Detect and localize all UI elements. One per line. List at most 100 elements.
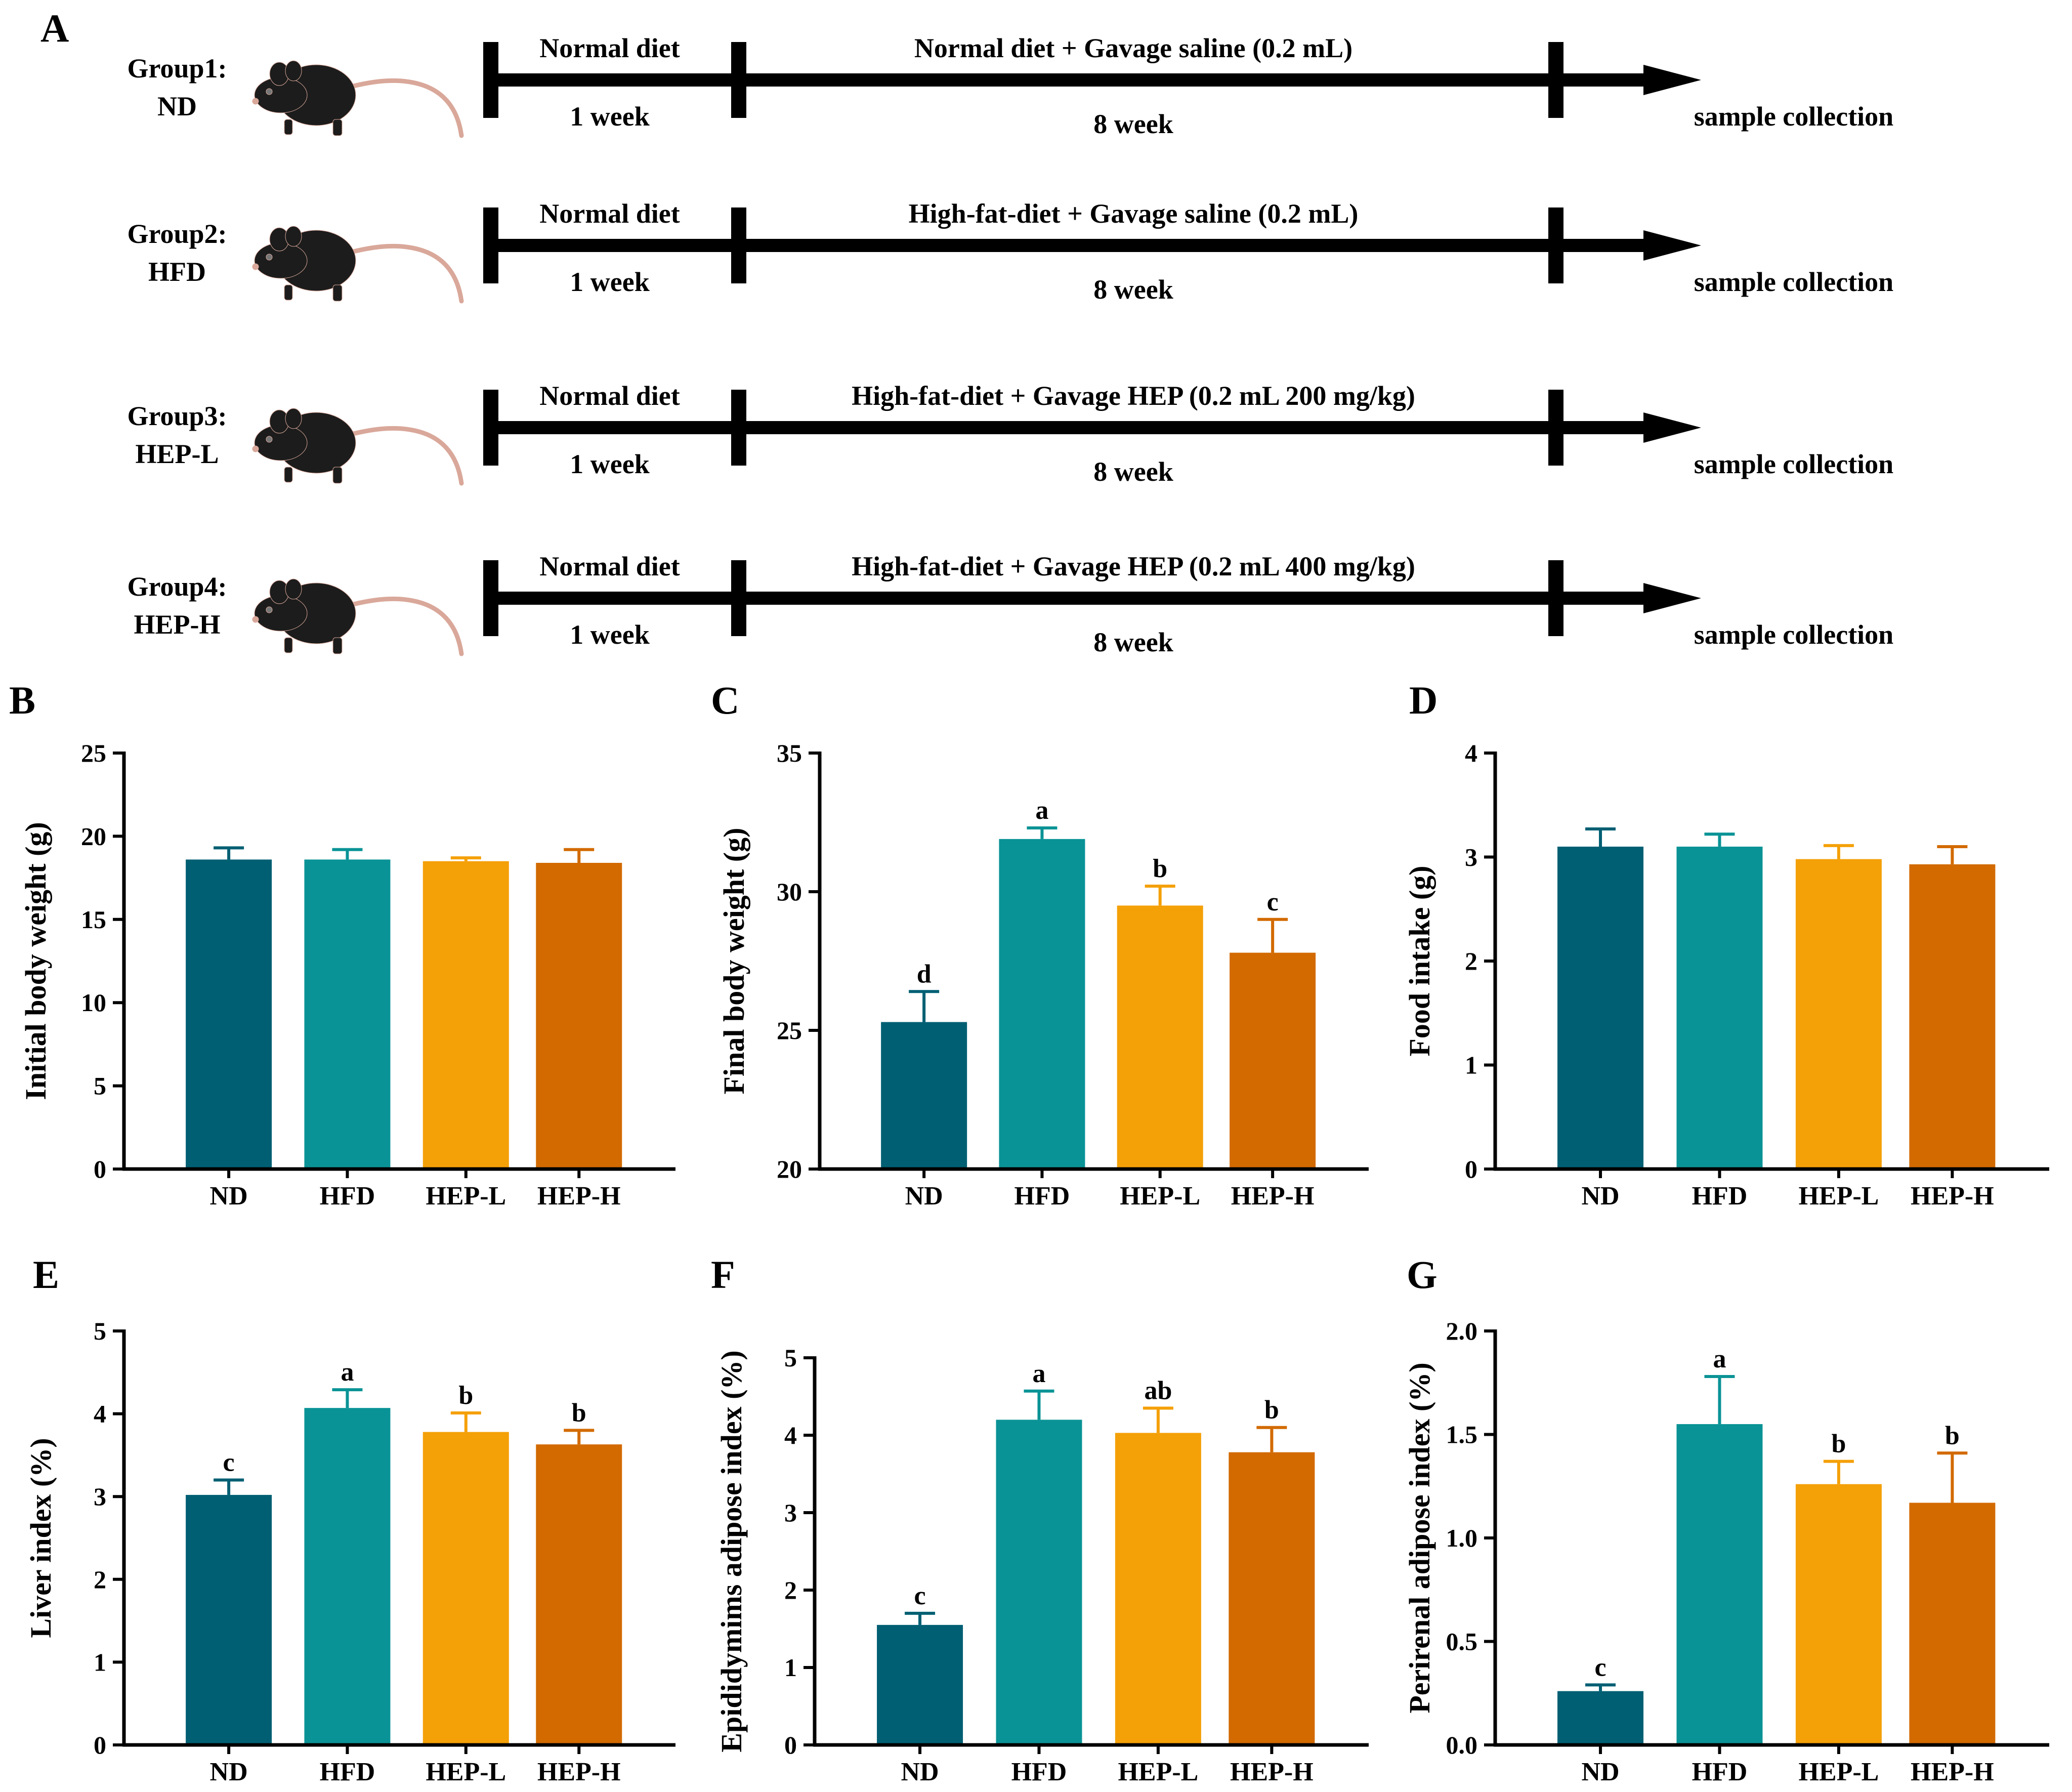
error-bar bbox=[1257, 918, 1288, 953]
phase2-duration: 8 week bbox=[1093, 274, 1173, 305]
y-tick-label: 20 bbox=[81, 822, 106, 850]
bar-hfd bbox=[1676, 1424, 1763, 1745]
timeline-tick bbox=[483, 560, 498, 636]
chart-panel-b: B Initial body weight (g) ND HFD HEP-L HEP-H 0… bbox=[9, 678, 675, 1211]
significance-letter: a bbox=[1713, 1345, 1726, 1373]
significance-letter: b bbox=[458, 1381, 473, 1410]
panel-letter: D bbox=[1409, 678, 1437, 722]
error-bar bbox=[1585, 827, 1616, 847]
mouse-icon bbox=[252, 408, 461, 483]
y-tick-label: 1.0 bbox=[1446, 1524, 1478, 1552]
mouse-icon bbox=[252, 579, 461, 654]
group-code: ND bbox=[157, 91, 197, 121]
significance-letter: b bbox=[1945, 1421, 1960, 1450]
y-tick-label: 3 bbox=[94, 1482, 106, 1511]
sample-collection-label: sample collection bbox=[1694, 267, 1893, 297]
phase1-label: Normal diet bbox=[539, 551, 680, 581]
chart-panel-f: F Epididymims adipose index (%) c ND a HFD ab H… bbox=[711, 1253, 1369, 1786]
bar-hep-h bbox=[1909, 1503, 1996, 1745]
y-tick-label: 0 bbox=[94, 1731, 106, 1759]
bar-hep-h bbox=[1229, 1452, 1315, 1745]
error-bar bbox=[1585, 1683, 1616, 1691]
x-tick-label: HEP-L bbox=[426, 1182, 506, 1211]
y-axis-title: Epididymims adipose index (%) bbox=[715, 1350, 748, 1752]
phase2-duration: 8 week bbox=[1093, 627, 1173, 657]
error-bar bbox=[1024, 1389, 1054, 1420]
y-tick-label: 5 bbox=[94, 1317, 106, 1345]
timeline-arrowhead bbox=[1643, 583, 1701, 613]
panel-letter: B bbox=[9, 678, 35, 722]
panel-a: A Group1: ND Normal diet 1 week Normal diet … bbox=[40, 6, 1893, 657]
bar-hep-h bbox=[1909, 864, 1996, 1169]
x-tick-label: ND bbox=[905, 1182, 943, 1211]
bar-hfd bbox=[304, 859, 391, 1169]
bar-nd bbox=[1557, 846, 1644, 1169]
y-axis-title: Food intake (g) bbox=[1403, 866, 1436, 1057]
bar-hfd bbox=[996, 1420, 1082, 1745]
timeline-tick bbox=[1548, 390, 1563, 466]
significance-letter: c bbox=[914, 1581, 926, 1610]
phase1-duration: 1 week bbox=[570, 449, 649, 479]
significance-letter: c bbox=[223, 1448, 235, 1477]
bar-nd bbox=[186, 1494, 272, 1745]
x-tick-label: HFD bbox=[1692, 1182, 1748, 1211]
y-tick-label: 20 bbox=[777, 1155, 802, 1183]
y-tick-label: 2 bbox=[94, 1565, 106, 1594]
bar-nd bbox=[881, 1022, 967, 1169]
timeline-group-layer: Group1: ND Normal diet 1 week Normal diet + … bbox=[127, 33, 1893, 657]
timeline-tick bbox=[1548, 207, 1563, 283]
panel-a-letter: A bbox=[40, 6, 69, 50]
phase2-label: Normal diet + Gavage saline (0.2 mL) bbox=[914, 33, 1352, 63]
group-name: Group4: bbox=[127, 571, 227, 602]
sample-collection-label: sample collection bbox=[1694, 449, 1893, 479]
error-bar bbox=[450, 856, 481, 861]
significance-letter: c bbox=[1267, 888, 1279, 916]
y-tick-label: 2 bbox=[1465, 947, 1477, 975]
error-bar bbox=[905, 1611, 936, 1625]
chart-panel-d: D Food intake (g) ND HFD HEP-L HEP-H 0 1 2 3 4 bbox=[1403, 678, 2049, 1211]
timeline-tick bbox=[731, 390, 746, 466]
y-tick-label: 1 bbox=[784, 1653, 797, 1682]
sample-collection-label: sample collection bbox=[1694, 619, 1893, 650]
mouse-icon bbox=[252, 61, 461, 136]
timeline-tick bbox=[731, 560, 746, 636]
panel-letter: E bbox=[33, 1253, 59, 1297]
bar-charts: B Initial body weight (g) ND HFD HEP-L HEP-H 0… bbox=[9, 678, 2049, 1786]
error-bar bbox=[1145, 885, 1175, 906]
error-bar bbox=[332, 848, 363, 860]
timeline-tick bbox=[731, 207, 746, 283]
timeline-tick bbox=[1548, 42, 1563, 118]
significance-letter: c bbox=[1595, 1653, 1606, 1682]
error-bar bbox=[1937, 845, 1968, 864]
y-tick-label: 15 bbox=[81, 905, 106, 934]
y-tick-label: 1 bbox=[1465, 1051, 1477, 1079]
x-tick-label: HFD bbox=[1011, 1758, 1067, 1786]
panel-letter: G bbox=[1407, 1253, 1437, 1297]
bar-hfd bbox=[999, 839, 1085, 1169]
y-axis-title: Liver index (%) bbox=[24, 1438, 57, 1638]
x-tick-label: HEP-L bbox=[426, 1758, 506, 1786]
y-tick-label: 30 bbox=[777, 878, 802, 906]
panel-letter: F bbox=[711, 1253, 735, 1297]
error-bar bbox=[564, 848, 595, 863]
chart-panel-c: C Final body weight (g) d ND a HFD b HEP-L c HEP-… bbox=[711, 678, 1369, 1211]
y-axis-title: Perirenal adipose index (%) bbox=[1403, 1362, 1436, 1713]
bar-hfd bbox=[1676, 846, 1763, 1169]
bar-hep-h bbox=[536, 1444, 622, 1745]
significance-letter: ab bbox=[1144, 1376, 1172, 1405]
x-tick-label: HEP-H bbox=[1911, 1182, 1994, 1211]
timeline-group-1: Group1: ND Normal diet 1 week Normal diet + … bbox=[127, 33, 1893, 139]
error-bar bbox=[332, 1388, 363, 1408]
y-tick-label: 1.5 bbox=[1446, 1421, 1478, 1449]
timeline-group-3: Group3: HEP-L Normal diet 1 week High-fat-di… bbox=[127, 381, 1893, 487]
phase2-label: High-fat-diet + Gavage saline (0.2 mL) bbox=[909, 198, 1359, 229]
timeline-group-2: Group2: HFD Normal diet 1 week High-fat-diet… bbox=[127, 198, 1893, 305]
bar-hep-l bbox=[422, 1432, 509, 1745]
y-axis-title: Final body weight (g) bbox=[717, 828, 750, 1095]
x-tick-label: HEP-H bbox=[1231, 1182, 1315, 1211]
significance-letter: d bbox=[917, 960, 932, 988]
timeline-arrowhead bbox=[1643, 412, 1701, 443]
y-tick-label: 3 bbox=[784, 1498, 797, 1527]
x-tick-label: HEP-H bbox=[537, 1182, 621, 1211]
